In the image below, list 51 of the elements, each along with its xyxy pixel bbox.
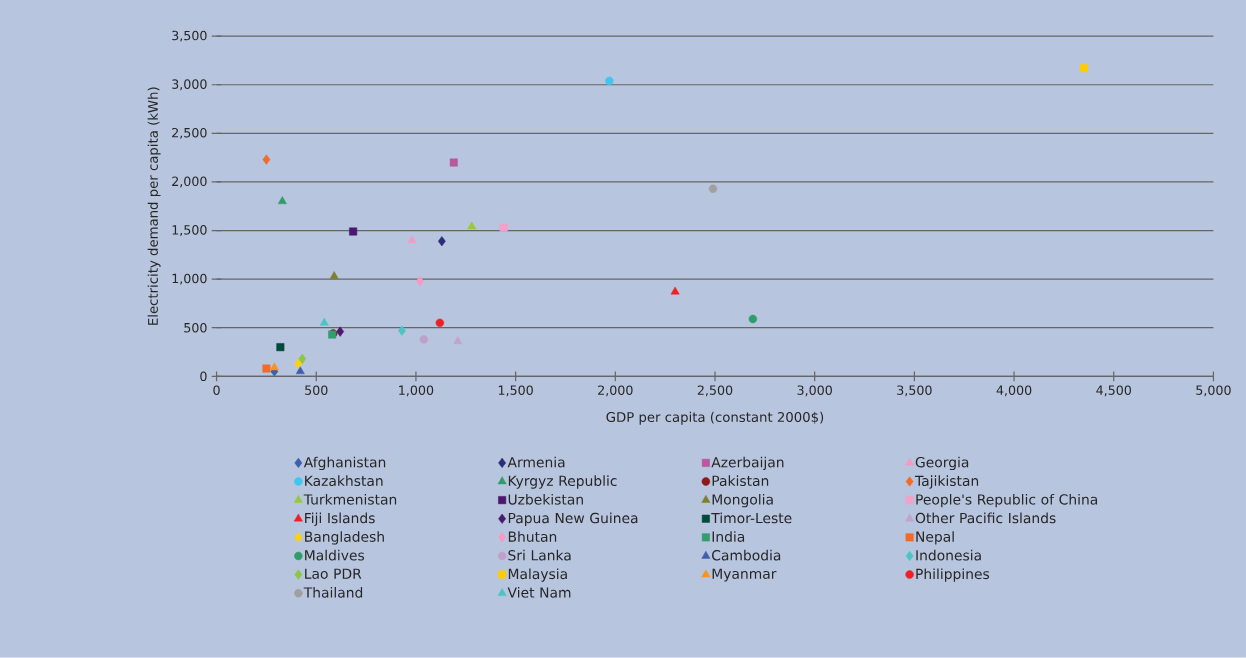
legend-label: Pakistan (712, 475, 769, 487)
x-tick-label: 2,000 (598, 385, 633, 397)
legend-label: India (712, 531, 745, 543)
legend-label: Viet Nam (507, 587, 571, 598)
x-tick-label: 3,500 (897, 385, 932, 397)
x-tick-label: 4,000 (996, 385, 1032, 397)
legend-label: Timor-Leste (711, 512, 792, 524)
legend-label: Bangladesh (305, 531, 384, 545)
legend-label: Afghanistan (303, 456, 386, 471)
y-tick-label: 500 (184, 323, 207, 333)
legend-label: Georgia (915, 456, 969, 471)
legend-label: Philippines (916, 568, 990, 582)
y-tick-label: 2,000 (172, 176, 207, 188)
legend-label: Indonesia (916, 549, 981, 561)
legend-label: Maldives (305, 549, 365, 561)
legend-label: Other Pacific Islands (915, 512, 1056, 524)
legend-label: Lao PDR (305, 568, 362, 580)
legend-label: Turkmenistan (303, 494, 397, 505)
y-axis-title: Electricity demand per capita (kWh) (147, 87, 161, 325)
legend-label: Kyrgyz Republic (508, 475, 617, 489)
legend-label: Fiji Islands (305, 512, 375, 527)
y-tick-label: 1,500 (172, 225, 207, 237)
legend-label: Azerbaijan (711, 456, 784, 471)
x-tick-label: 0 (213, 385, 220, 396)
y-tick-label: 1,000 (172, 273, 207, 285)
x-tick-label: 3,000 (797, 385, 832, 397)
y-tick-label: 2,500 (172, 128, 207, 139)
legend-label: Nepal (916, 531, 954, 545)
legend-label: Myanmar (712, 568, 777, 582)
legend-label: Bhutan (508, 531, 557, 543)
legend-label: Malaysia (508, 568, 567, 582)
legend-label: Cambodia (712, 549, 781, 561)
legend-label: Kazakhstan (305, 475, 383, 487)
legend-label: Mongolia (712, 494, 773, 508)
legend-label: Papua New Guinea (508, 512, 638, 527)
x-tick-label: 1,500 (498, 385, 533, 397)
y-tick-label: 0 (200, 371, 207, 382)
legend-label: Thailand (303, 587, 363, 598)
x-tick-label: 2,500 (697, 385, 733, 397)
x-tick-label: 4,500 (1096, 385, 1132, 397)
legend-label: Armenia (507, 456, 565, 468)
x-tick-label: 1,000 (399, 385, 434, 397)
y-tick-label: 3,500 (172, 30, 207, 42)
legend-label: People's Republic of China (916, 494, 1098, 508)
legend-label: Tajikistan (914, 475, 979, 489)
legend-label: Sri Lanka (508, 549, 571, 561)
legend-label: Uzbekistan (508, 494, 583, 505)
x-axis-title: GDP per capita (constant 2000$) (606, 411, 824, 425)
x-tick-label: 5,000 (1196, 385, 1231, 397)
y-tick-label: 3,000 (172, 79, 207, 91)
x-tick-label: 500 (305, 385, 328, 396)
